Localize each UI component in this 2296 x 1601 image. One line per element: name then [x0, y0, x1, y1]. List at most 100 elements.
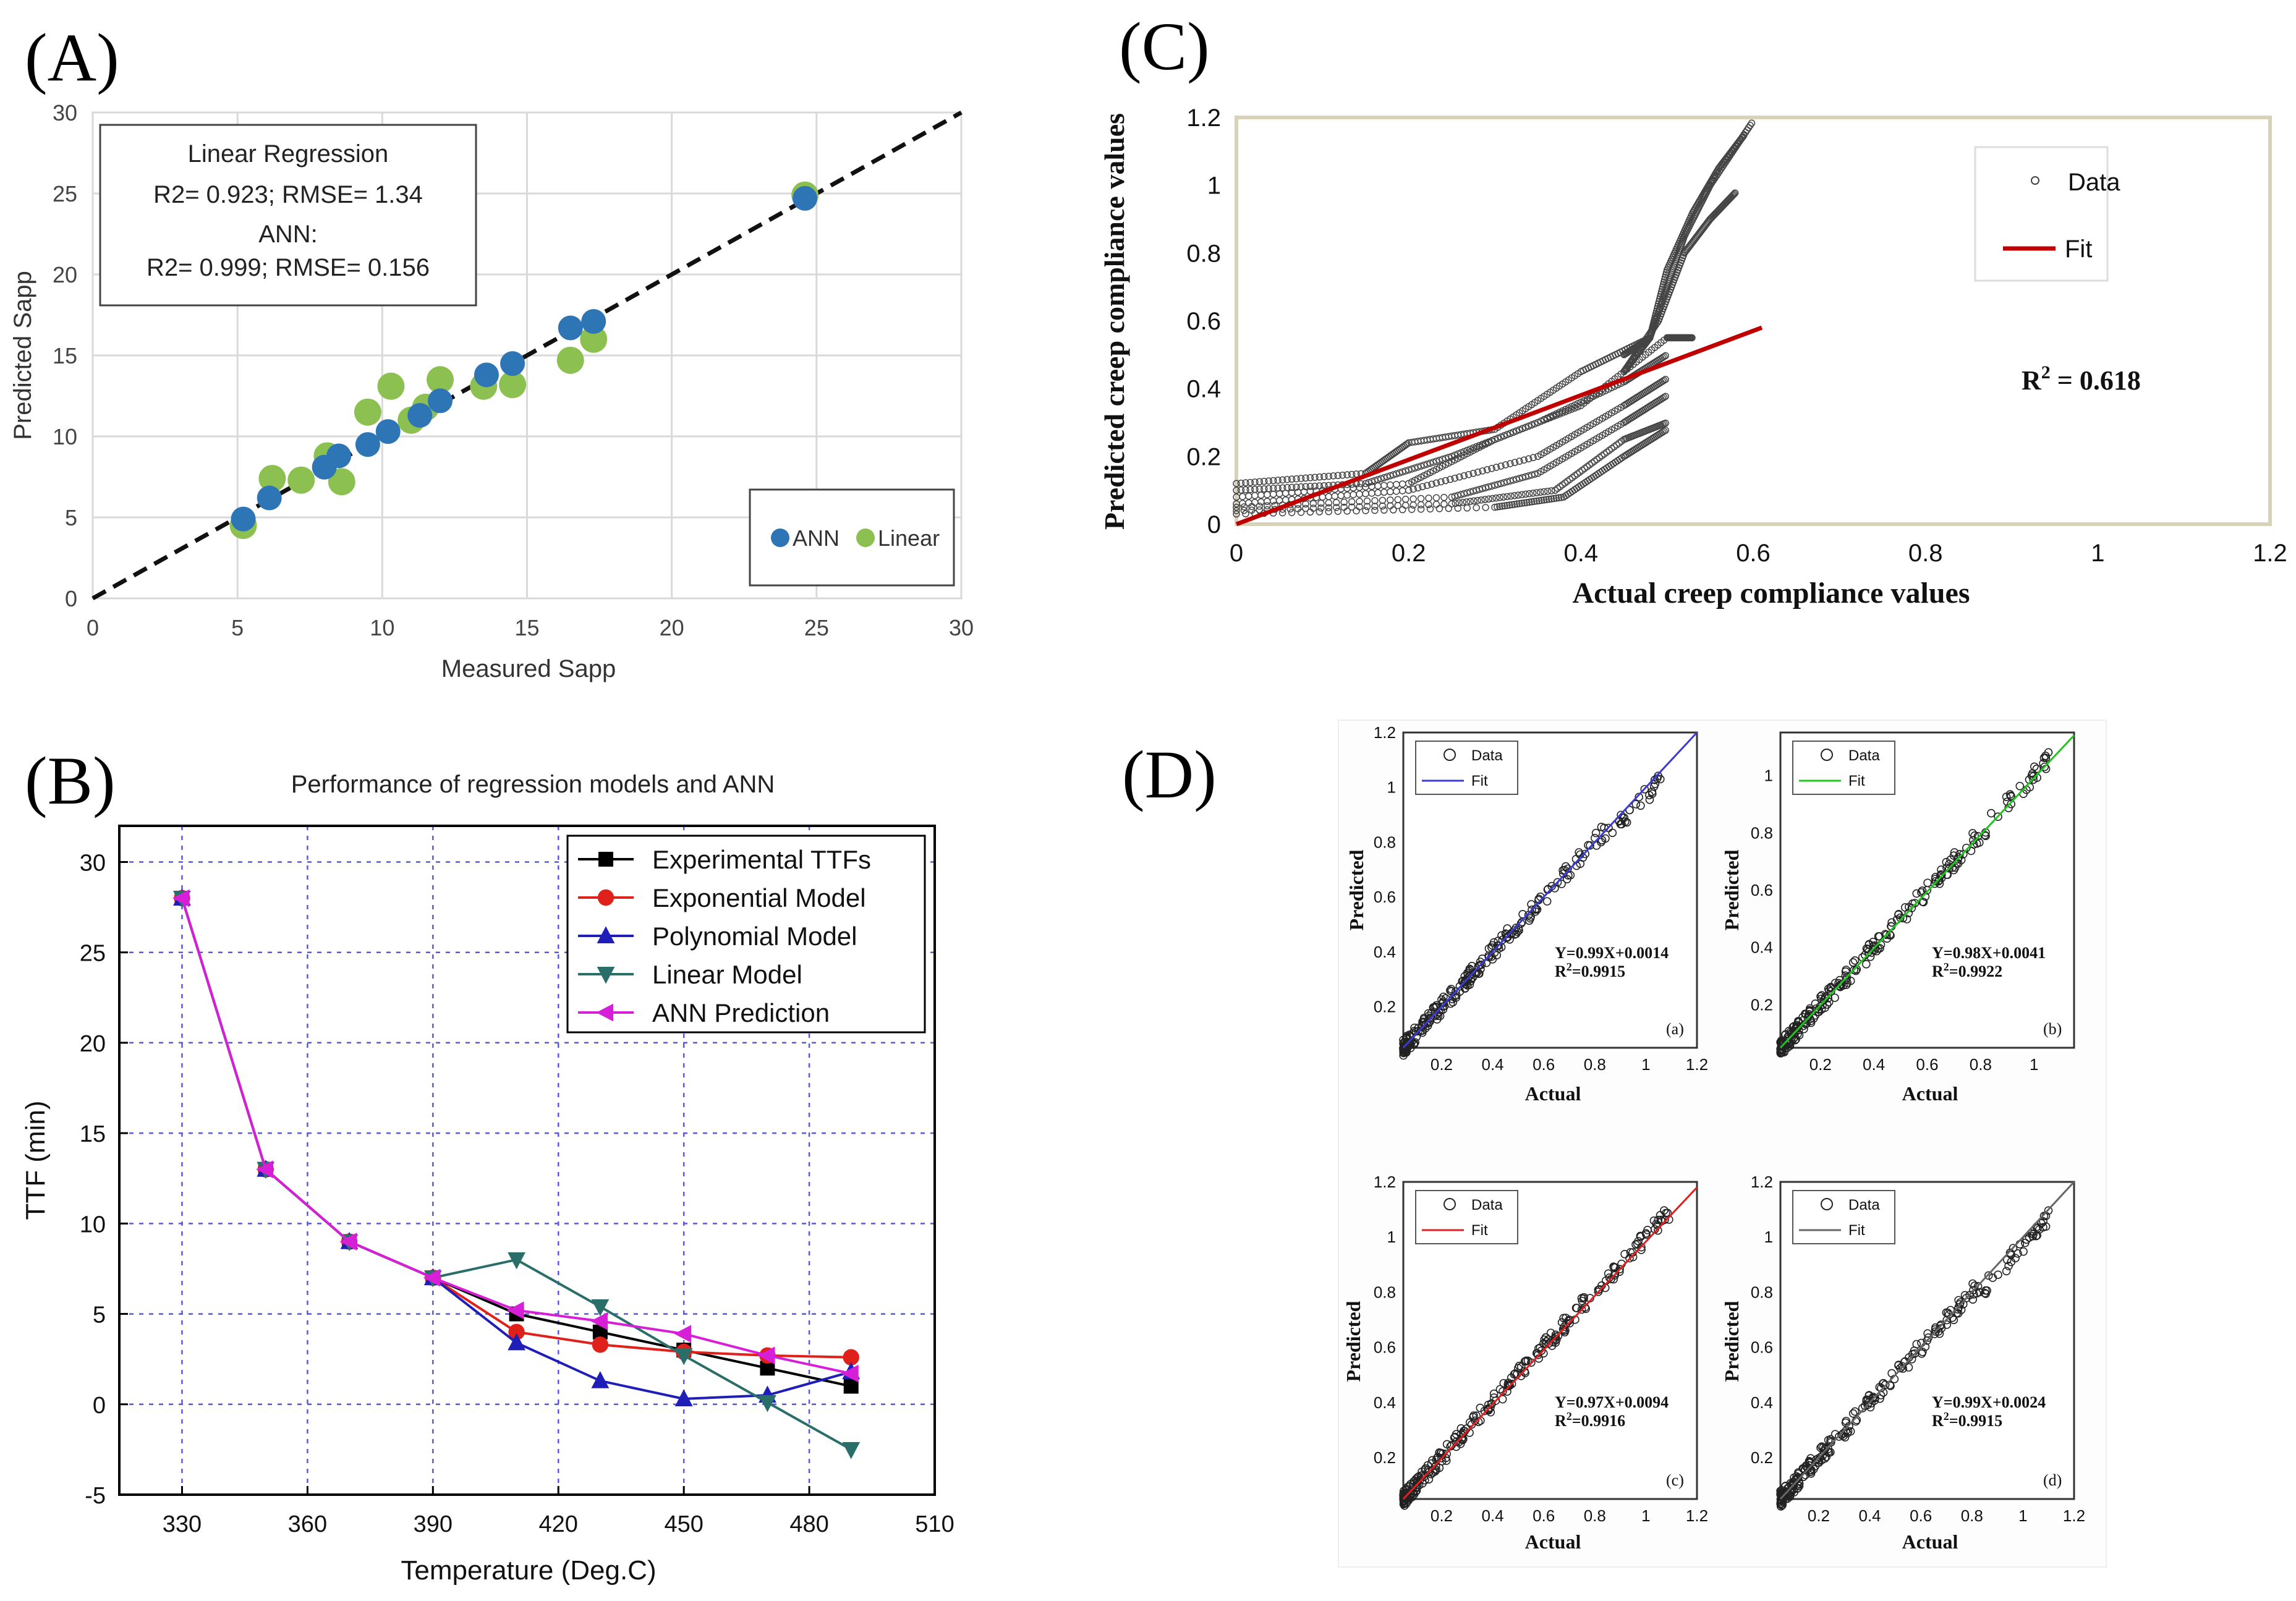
subplot-data-point	[2009, 1244, 2018, 1252]
legend-marker-b	[597, 926, 615, 943]
ann-point	[231, 506, 256, 532]
y-axis-label-c: Predicted creep compliance values	[1099, 113, 1130, 530]
data-point-c	[1503, 431, 1511, 438]
legend-label-b: Polynomial Model	[652, 922, 857, 951]
data-point-c	[1524, 422, 1533, 430]
data-point-c	[1730, 190, 1738, 198]
subplot-r2-prefix: R	[1555, 1412, 1567, 1430]
subplot-data-point	[1830, 993, 1839, 1002]
series-point-4	[841, 1364, 859, 1383]
r2-value-c: = 0.618	[2051, 365, 2141, 396]
y-tick-c: 0	[1207, 511, 1221, 538]
data-point-c	[1348, 470, 1356, 478]
subplot-data-point	[1898, 914, 1908, 923]
data-point-c	[1622, 366, 1629, 374]
subplot-data-point	[1640, 784, 1649, 794]
data-point-c	[1625, 360, 1633, 368]
data-point-c	[1398, 468, 1406, 476]
subplot-data-point	[1442, 1450, 1451, 1458]
subplot-data-point	[2015, 781, 2025, 791]
data-point-c	[1269, 477, 1277, 485]
subplot-data-point	[1559, 1314, 1568, 1323]
data-point-c	[1332, 504, 1340, 511]
legend-marker-b	[597, 967, 615, 984]
legend-box-b	[566, 834, 926, 1034]
subplot-data-point	[1956, 1298, 1965, 1307]
data-point-c	[1492, 494, 1500, 502]
panel-d-subplots: 0.2 0.4 0.6 0.8 1 1.2 0.2 0.4 0.6 0.8 1 1.2 Data Fit Y…	[1338, 720, 2107, 1568]
data-point-c	[1540, 496, 1548, 504]
data-point-c	[1455, 499, 1463, 507]
data-point-c	[1442, 477, 1450, 485]
x-tick-a: 0	[87, 615, 99, 640]
y-axis-label-b: TTF (min)	[20, 1100, 51, 1220]
legend-label-data-c: Data	[2068, 169, 2120, 196]
data-point-c	[1409, 501, 1417, 509]
data-point-c	[1379, 502, 1387, 510]
subplot-data-point	[1558, 866, 1567, 875]
ann-point	[500, 351, 525, 376]
x-axis-label-c: Actual creep compliance values	[1572, 577, 1970, 609]
y-tick-c: 1.2	[1186, 104, 1221, 132]
data-point-c	[1240, 503, 1248, 511]
data-point-c	[1440, 493, 1448, 501]
subplot-data-point	[1924, 1333, 1933, 1342]
data-point-c	[1662, 393, 1669, 400]
data-point-c	[1288, 483, 1296, 491]
data-point-c	[1540, 488, 1548, 496]
subplot-data-point	[1826, 983, 1835, 993]
ann-point	[407, 402, 433, 428]
subplot-x-tick: 1	[2018, 1506, 2027, 1525]
data-point-c	[1558, 409, 1567, 417]
subplot-fit-line	[1779, 1181, 2075, 1500]
subplot-data-point	[1848, 958, 1858, 967]
subplot-data-point	[1776, 1048, 1785, 1057]
data-point-c	[1465, 470, 1473, 478]
subplot-data-point	[1604, 1269, 1613, 1278]
subplot-data-point	[1631, 800, 1641, 809]
data-point-c	[1233, 486, 1240, 494]
data-point-c	[1288, 475, 1296, 483]
data-point-c	[1506, 501, 1513, 509]
subplot-data-point	[1862, 960, 1871, 969]
data-point-c	[1546, 414, 1554, 422]
subplot-legend-fit: Fit	[1471, 773, 1488, 789]
data-point-c	[1343, 507, 1351, 515]
data-point-c	[1660, 353, 1668, 360]
legend-label-b: Linear Model	[652, 960, 802, 989]
data-point-c	[1469, 470, 1477, 477]
x-tick-c: 1.2	[2253, 540, 2287, 567]
subplot-equation: Y=0.99X+0.0024	[1932, 1393, 2046, 1411]
subplot-data-point	[1557, 880, 1566, 888]
r2-prefix-c: R	[2022, 365, 2042, 396]
legend-box-a	[749, 488, 955, 587]
data-point-c	[1353, 507, 1360, 515]
data-point-c	[1628, 357, 1635, 365]
data-point-c	[1278, 484, 1286, 491]
data-point-c	[1626, 359, 1634, 367]
subplot-y-tick: 1.2	[1374, 1173, 1396, 1191]
data-point-c	[1256, 478, 1264, 486]
subplot-data-point	[1983, 1286, 1991, 1295]
data-point-c	[1552, 495, 1560, 502]
data-point-c	[1242, 479, 1249, 486]
data-point-c	[1635, 346, 1643, 354]
data-point-c	[1240, 506, 1248, 514]
fit-line-c	[1235, 325, 1763, 527]
data-point-c	[1540, 416, 1548, 424]
data-point-c	[1332, 499, 1340, 506]
series-point-4	[423, 1268, 441, 1287]
data-point-c	[1748, 119, 1756, 127]
subplot-data-point	[1419, 1014, 1429, 1022]
subplot-data-point	[1487, 1399, 1496, 1408]
subplot-data-point	[1954, 1296, 1963, 1305]
data-point-c	[1306, 474, 1314, 482]
subplot-x-tick: 0.4	[1481, 1055, 1503, 1074]
data-point-c	[1362, 507, 1369, 514]
subplot-data-point	[1794, 1016, 1803, 1026]
subplot-data-point	[1527, 900, 1536, 909]
data-point-c	[1390, 471, 1397, 478]
subplot-data-point	[1848, 1409, 1858, 1418]
subplot-data-point	[1635, 792, 1643, 802]
